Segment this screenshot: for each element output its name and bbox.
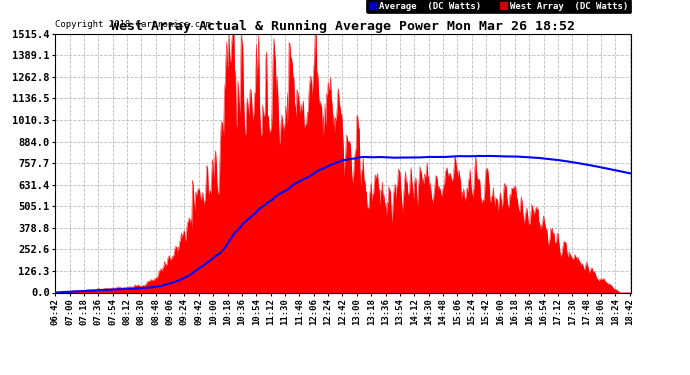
Legend: Average  (DC Watts), West Array  (DC Watts): Average (DC Watts), West Array (DC Watts… (366, 0, 631, 13)
Text: Copyright 2018 Cartronics.com: Copyright 2018 Cartronics.com (55, 20, 211, 28)
Title: West Array Actual & Running Average Power Mon Mar 26 18:52: West Array Actual & Running Average Powe… (111, 20, 575, 33)
